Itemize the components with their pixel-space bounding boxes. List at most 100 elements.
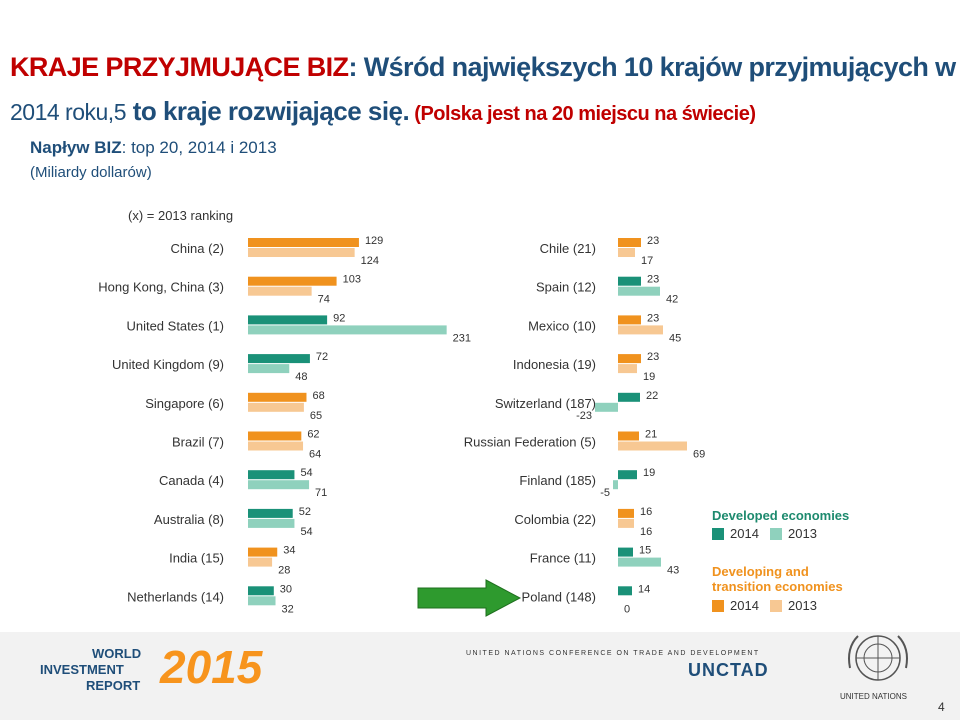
right-bar-2014	[618, 586, 632, 596]
left-value-2014: 54	[300, 467, 312, 479]
left-country-label: Brazil (7)	[172, 435, 224, 450]
left-value-2013: 231	[453, 332, 471, 344]
wir-year: 2015	[160, 641, 263, 693]
legend-developing-title-2: transition economies	[712, 579, 843, 594]
left-value-2013: 124	[361, 255, 379, 267]
title-part-3: 2014 roku,5	[10, 99, 126, 125]
right-value-2013: 0	[624, 603, 630, 615]
left-bar-2014	[248, 586, 274, 596]
wir-line-1: WORLD	[92, 646, 142, 661]
legend-developing-2013-swatch	[770, 600, 782, 612]
left-country-label: United Kingdom (9)	[112, 357, 224, 372]
left-bar-2013	[248, 596, 276, 606]
left-country-label: China (2)	[171, 241, 224, 256]
subtitle: Napływ BIZ: top 20, 2014 i 2013	[30, 138, 277, 158]
right-value-2014: 23	[647, 235, 659, 247]
right-bar-2014	[618, 315, 641, 325]
legend-developed-title: Developed economies	[712, 508, 850, 523]
left-value-2014: 129	[365, 235, 383, 247]
left-country-label: Netherlands (14)	[127, 589, 224, 604]
subtitle-bold: Napływ BIZ	[30, 138, 122, 157]
left-bar-2014	[248, 508, 293, 518]
left-country-label: Singapore (6)	[145, 396, 224, 411]
page-number: 4	[938, 700, 945, 714]
unit-label: (Miliardy dollarów)	[30, 164, 152, 181]
left-bar-2014	[248, 276, 337, 286]
right-value-2013: -5	[600, 487, 610, 499]
left-value-2013: 64	[309, 449, 321, 461]
right-value-2014: 14	[638, 583, 650, 595]
left-bar-2013	[248, 325, 447, 335]
title-line-1: KRAJE PRZYJMUJĄCE BIZ: Wśród największyc…	[10, 52, 956, 83]
legend-developed-2013-label: 2013	[788, 526, 817, 541]
right-country-label: Spain (12)	[536, 280, 596, 295]
left-value-2013: 65	[310, 410, 322, 422]
right-bar-2013	[618, 518, 634, 528]
left-country-label: Australia (8)	[154, 512, 224, 527]
right-bar-2013	[595, 402, 618, 412]
left-country-label: United States (1)	[126, 318, 224, 333]
left-bar-2013	[248, 557, 273, 567]
left-value-2014: 34	[283, 545, 295, 557]
left-value-2014: 92	[333, 312, 345, 324]
fdi-bar-chart: China (2) 129 124 Hong Kong, China (3) 103 74…	[98, 235, 705, 615]
right-country-label: Colombia (22)	[514, 512, 596, 527]
left-value-2014: 68	[312, 390, 324, 402]
wir-line-2: INVESTMENT	[40, 662, 124, 677]
left-bar-2013	[248, 402, 304, 412]
left-country-label: India (15)	[169, 551, 224, 566]
right-value-2014: 23	[647, 312, 659, 324]
right-bar-2013	[618, 248, 635, 257]
legend-developed-2013-swatch	[770, 528, 782, 540]
left-country-label: Canada (4)	[159, 473, 224, 488]
right-value-2013: 69	[693, 449, 705, 461]
left-bar-2013	[248, 518, 295, 528]
right-bar-2013	[618, 286, 660, 296]
legend-developed-2014-label: 2014	[730, 526, 759, 541]
left-bar-2014	[248, 470, 295, 480]
left-value-2014: 103	[343, 274, 361, 286]
right-country-label: Switzerland (187)	[495, 396, 596, 411]
right-bar-2013	[618, 364, 637, 374]
right-value-2014: 22	[646, 390, 658, 402]
left-bar-2013	[248, 364, 290, 374]
legend-developing-2013-label: 2013	[788, 598, 817, 613]
right-value-2013: -23	[576, 410, 592, 422]
left-bar-2014	[248, 354, 310, 364]
right-country-label: Finland (185)	[519, 473, 596, 488]
title-part-4: to kraje rozwijające się.	[125, 96, 410, 126]
wir-logo-text: WORLD INVESTMENT REPORT	[40, 646, 141, 694]
right-bar-2014	[618, 354, 641, 364]
left-bar-2013	[248, 441, 304, 451]
left-value-2014: 52	[299, 506, 311, 518]
left-bar-2014	[248, 238, 359, 247]
wir-line-3: REPORT	[86, 678, 141, 693]
left-bar-2013	[248, 480, 310, 490]
left-bar-2013	[248, 286, 312, 296]
right-value-2014: 19	[643, 467, 655, 479]
right-value-2013: 19	[643, 371, 655, 383]
right-bar-2014	[618, 276, 641, 286]
right-value-2013: 42	[666, 294, 678, 306]
left-bar-2014	[248, 392, 307, 402]
left-bar-2014	[248, 547, 278, 557]
unctad-logo: UNCTAD	[688, 660, 769, 680]
right-value-2014: 23	[647, 351, 659, 363]
right-bar-2014	[618, 392, 640, 402]
title-part-5: (Polska jest na 20 miejscu na świecie)	[409, 103, 756, 125]
right-bar-2013	[618, 557, 661, 567]
right-bar-2013	[618, 441, 687, 451]
ranking-note: (x) = 2013 ranking	[128, 208, 234, 223]
left-country-label: Hong Kong, China (3)	[98, 280, 224, 295]
right-value-2014: 15	[639, 545, 651, 557]
subtitle-rest: : top 20, 2014 i 2013	[121, 138, 277, 157]
right-country-label: Poland (148)	[522, 589, 596, 604]
left-value-2013: 28	[278, 565, 290, 577]
left-value-2013: 32	[282, 603, 294, 615]
right-value-2013: 45	[669, 332, 681, 344]
right-value-2013: 43	[667, 565, 679, 577]
left-value-2013: 74	[318, 294, 330, 306]
legend-developing-title-1: Developing and	[712, 564, 809, 579]
un-label: UNITED NATIONS	[840, 692, 907, 701]
legend-developing-2014-label: 2014	[730, 598, 759, 613]
